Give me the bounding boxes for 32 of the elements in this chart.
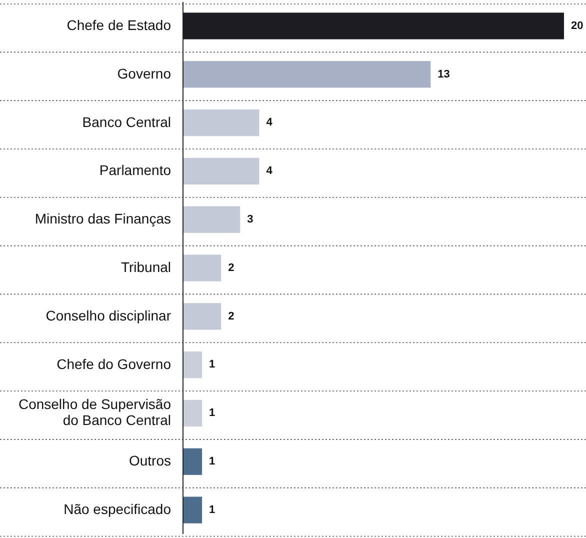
bar	[183, 400, 202, 427]
bar	[183, 61, 431, 88]
data-label: 4	[266, 165, 274, 178]
data-label: 1	[209, 358, 216, 371]
y-tick-label: Conselho disciplinar	[46, 307, 172, 324]
data-label: 4	[266, 116, 274, 129]
bar	[183, 254, 222, 282]
y-tick-label: Outros	[128, 452, 171, 468]
y-tick-label: Chefe do Governo	[56, 356, 172, 372]
bar	[183, 303, 222, 330]
data-label: 2	[228, 262, 234, 274]
data-label: 20	[571, 20, 584, 32]
bar	[183, 448, 202, 475]
data-label: 1	[209, 504, 216, 516]
y-tick-label: Parlamento	[99, 162, 172, 178]
bar	[183, 158, 260, 184]
data-label: 2	[228, 310, 234, 322]
bar	[183, 496, 202, 524]
bar	[183, 206, 240, 233]
y-tick-label: Tribunal	[120, 258, 171, 275]
data-label: 1	[209, 456, 216, 468]
y-tick-label: Conselho de Supervisão do Banco Central	[18, 396, 172, 428]
y-tick-label: Banco Central	[82, 113, 171, 130]
data-label: 1	[209, 407, 216, 420]
data-label: 13	[438, 68, 450, 80]
data-label: 3	[247, 214, 254, 226]
y-tick-label: Não especificado	[64, 500, 172, 517]
bar	[183, 109, 260, 136]
y-tick-label: Governo	[117, 65, 172, 82]
y-tick-label: Ministro das Finanças	[34, 210, 171, 226]
bar	[183, 352, 202, 378]
y-tick-label: Chefe de Estado	[66, 16, 172, 33]
